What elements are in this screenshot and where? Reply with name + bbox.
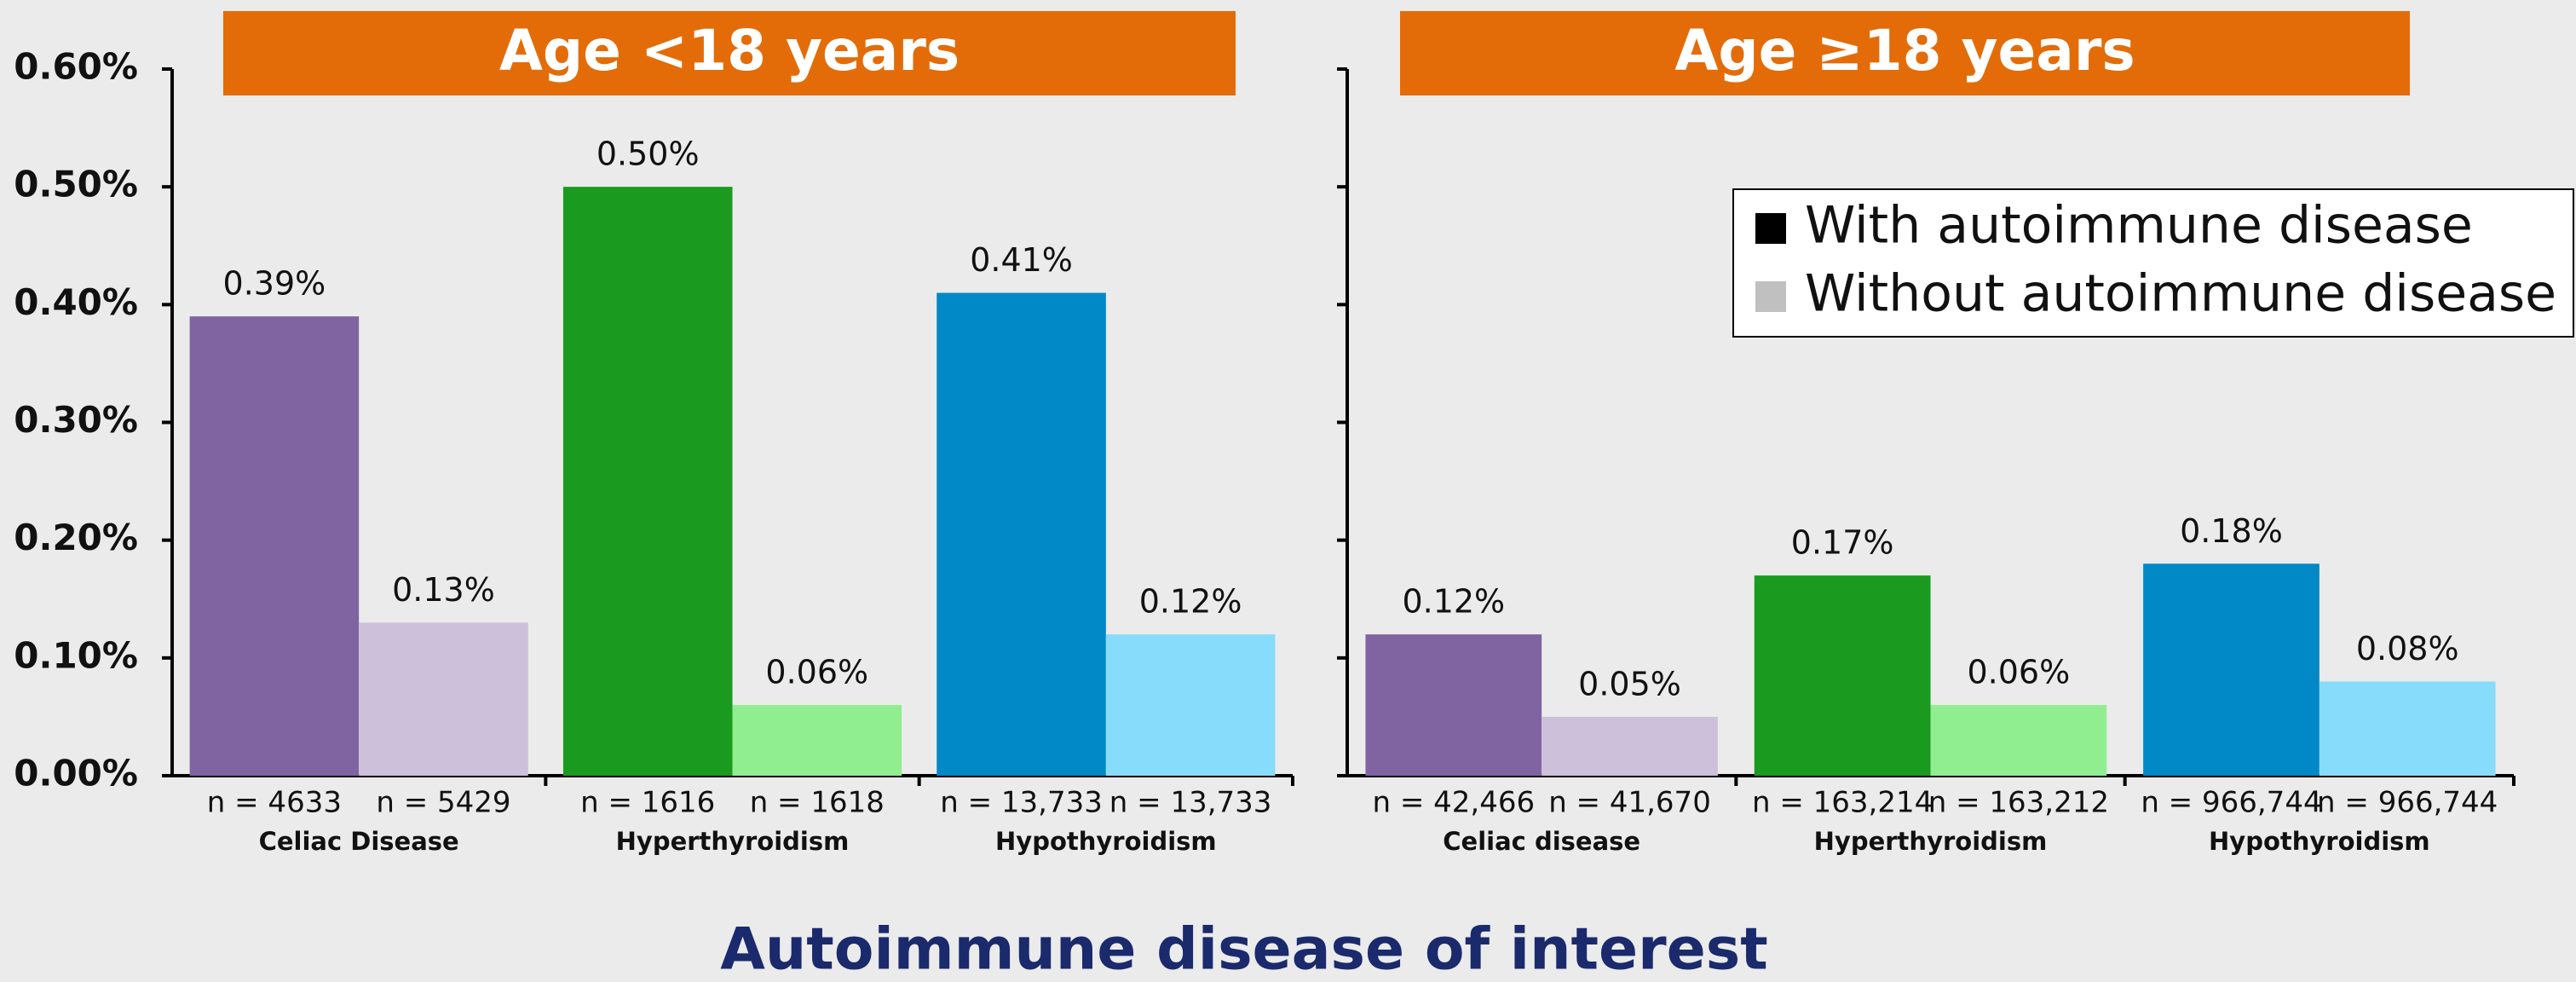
n-label: n = 163,212	[1928, 786, 2109, 820]
y-tick-label: 0.30%	[14, 399, 138, 441]
value-label: 0.06%	[765, 654, 868, 691]
n-label: n = 42,466	[1372, 786, 1535, 820]
chart-title: Age ≥18 years	[1674, 18, 2135, 84]
title-banner	[223, 11, 1236, 95]
bar	[732, 705, 902, 776]
value-label: 0.18%	[2180, 512, 2283, 550]
n-label: n = 966,744	[2317, 786, 2498, 820]
y-tick-label: 0.10%	[14, 634, 138, 676]
n-label: n = 4633	[207, 786, 342, 820]
x-tick-label: Hyperthyroidism	[616, 827, 850, 856]
chart-title: Age <18 years	[499, 18, 960, 84]
n-label: n = 1616	[580, 786, 715, 820]
n-label: n = 5429	[376, 786, 510, 820]
value-label: 0.13%	[392, 571, 495, 609]
value-label: 0.08%	[2356, 630, 2459, 667]
x-tick-label: Hyperthyroidism	[1814, 827, 2048, 856]
y-tick-label: 0.50%	[14, 164, 138, 205]
title-banner	[1400, 11, 2410, 95]
x-tick-label: Hypothyroidism	[2209, 827, 2430, 856]
y-tick-label: 0.20%	[14, 517, 138, 558]
value-label: 0.17%	[1791, 524, 1894, 562]
legend-label: Without autoimmune disease	[1805, 264, 2556, 324]
bar	[936, 292, 1106, 776]
y-tick-label: 0.40%	[14, 281, 138, 323]
bar	[2319, 681, 2496, 776]
value-label: 0.39%	[223, 265, 326, 303]
x-tick-label: Hypothyroidism	[995, 827, 1217, 856]
n-label: n = 163,214	[1752, 786, 1933, 820]
bar	[189, 316, 360, 776]
n-label: n = 13,733	[940, 786, 1103, 820]
x-tick-label: Celiac Disease	[259, 827, 459, 856]
value-label: 0.50%	[596, 136, 700, 173]
legend-swatch	[1755, 213, 1786, 244]
bar	[1365, 634, 1542, 776]
y-tick-label: 0.00%	[14, 753, 138, 794]
bar	[2143, 563, 2320, 776]
x-tick-label: Celiac disease	[1443, 827, 1640, 856]
legend-box	[1732, 188, 2574, 338]
value-label: 0.05%	[1578, 665, 1681, 702]
bar	[562, 187, 733, 776]
value-label: 0.12%	[1139, 583, 1242, 621]
n-label: n = 1618	[750, 786, 885, 820]
value-label: 0.12%	[1402, 583, 1505, 621]
legend-swatch	[1755, 281, 1786, 312]
n-label: n = 41,670	[1548, 786, 1711, 820]
n-label: n = 13,733	[1109, 786, 1272, 820]
legend-label: With autoimmune disease	[1805, 196, 2473, 256]
bar	[1930, 705, 2107, 776]
y-tick-label: 0.60%	[14, 46, 138, 88]
x-axis-label: Autoimmune disease of interest	[720, 916, 1768, 982]
bar	[359, 622, 528, 776]
bar	[1105, 634, 1276, 776]
bar	[1542, 716, 1718, 776]
value-label: 0.06%	[1968, 654, 2071, 691]
n-label: n = 966,744	[2141, 786, 2321, 820]
value-label: 0.41%	[970, 241, 1073, 279]
bar	[1754, 575, 1931, 776]
